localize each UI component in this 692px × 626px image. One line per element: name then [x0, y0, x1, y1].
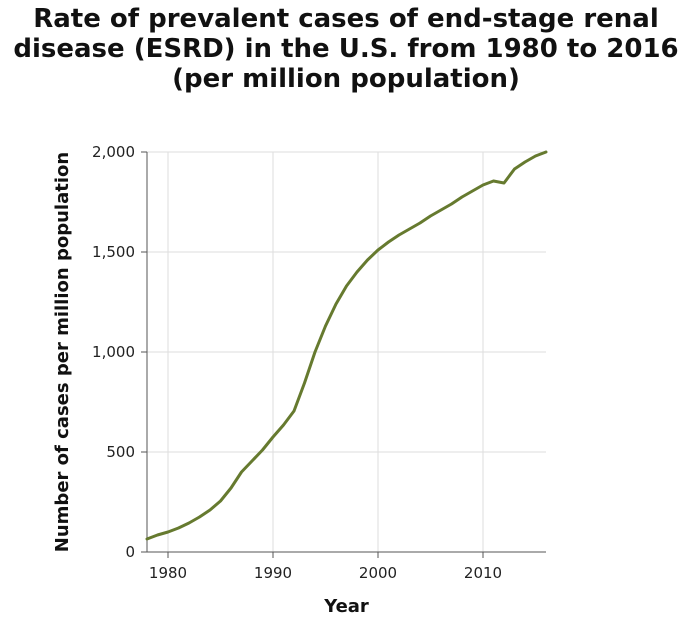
x-axis-label: Year — [323, 596, 369, 617]
data-point — [334, 302, 338, 306]
data-point — [229, 486, 233, 490]
series-line — [145, 150, 548, 541]
data-point — [418, 221, 422, 225]
data-point — [502, 181, 506, 185]
x-tick-label: 2010 — [464, 564, 502, 582]
series-group — [145, 150, 548, 541]
y-tick-label: 500 — [106, 443, 135, 461]
data-point — [355, 270, 359, 274]
data-point — [366, 258, 369, 262]
data-point — [492, 179, 495, 183]
data-point — [156, 533, 159, 537]
data-point — [145, 537, 149, 541]
x-tick-label: 1990 — [254, 564, 292, 582]
data-point — [429, 214, 432, 218]
tick-labels: 0 500 1,000 1,500 2,000 1980 1990 2000 2010 — [92, 143, 502, 582]
data-point — [166, 530, 170, 534]
data-point — [534, 154, 537, 158]
data-point — [544, 150, 548, 154]
y-tick-label: 1,000 — [92, 343, 135, 361]
y-tick-label: 0 — [125, 543, 135, 561]
data-point — [198, 515, 201, 519]
data-point — [460, 195, 464, 199]
data-point — [261, 448, 264, 452]
data-point — [282, 423, 285, 427]
grid-lines — [147, 151, 546, 553]
data-point — [292, 409, 296, 413]
x-tick-label: 2000 — [359, 564, 397, 582]
data-point — [303, 381, 306, 385]
data-point — [376, 248, 380, 252]
chart-title-line-1: Rate of prevalent cases of end-stage ren… — [33, 4, 659, 34]
data-point — [324, 324, 327, 328]
axes — [141, 151, 546, 558]
data-point — [387, 240, 390, 244]
y-tick-label: 1,500 — [92, 243, 135, 261]
y-axis-label: Number of cases per million population — [52, 152, 73, 552]
x-tick-label: 1980 — [149, 564, 187, 582]
data-point — [250, 459, 254, 463]
chart-title-line-3: (per million population) — [172, 64, 520, 94]
data-point — [450, 202, 453, 206]
data-point — [187, 521, 191, 525]
data-point — [481, 183, 485, 187]
data-point — [345, 284, 348, 288]
y-tick-label: 2,000 — [92, 143, 135, 161]
data-point — [240, 470, 243, 474]
data-point — [397, 233, 401, 237]
data-point — [408, 227, 411, 231]
data-point — [313, 350, 317, 354]
data-point — [523, 160, 527, 164]
data-point — [208, 508, 212, 512]
data-point — [471, 189, 474, 193]
chart-title-line-2: disease (ESRD) in the U.S. from 1980 to … — [13, 34, 679, 64]
data-point — [513, 167, 516, 171]
data-point — [177, 526, 180, 530]
data-point — [271, 435, 275, 439]
data-point — [439, 208, 443, 212]
chart-title: Rate of prevalent cases of end-stage ren… — [0, 4, 692, 94]
data-point — [219, 499, 222, 503]
